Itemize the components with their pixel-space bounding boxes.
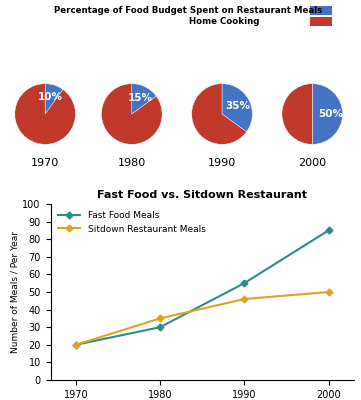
Sitdown Restaurant Meals: [242, 297, 247, 302]
Line: Fast Food Meals: Fast Food Meals: [73, 228, 331, 347]
Legend: Fast Food Meals, Sitdown Restaurant Meals: Fast Food Meals, Sitdown Restaurant Meal…: [55, 208, 208, 236]
Text: 15%: 15%: [127, 93, 153, 103]
Sitdown Restaurant Meals: [158, 316, 162, 321]
Wedge shape: [192, 84, 247, 144]
Text: 2000: 2000: [298, 158, 326, 168]
Text: 10%: 10%: [38, 92, 63, 102]
Line: Sitdown Restaurant Meals: Sitdown Restaurant Meals: [73, 290, 331, 347]
Wedge shape: [312, 84, 343, 144]
Text: 1970: 1970: [31, 158, 59, 168]
Wedge shape: [132, 84, 156, 114]
Fast Food Meals: [74, 342, 78, 347]
Text: 1980: 1980: [118, 158, 146, 168]
Text: Percentage of Food Budget Spent on Restaurant Meals: Percentage of Food Budget Spent on Resta…: [53, 6, 322, 15]
Text: 35%: 35%: [226, 101, 251, 111]
Wedge shape: [282, 84, 312, 144]
Fast Food Meals: [158, 325, 162, 330]
Sitdown Restaurant Meals: [326, 290, 331, 294]
Title: Fast Food vs. Sitdown Restaurant: Fast Food vs. Sitdown Restaurant: [97, 190, 307, 200]
Y-axis label: Number of Meals / Per Year: Number of Meals / Per Year: [11, 231, 19, 353]
Text: 1990: 1990: [208, 158, 236, 168]
Sitdown Restaurant Meals: [74, 342, 78, 347]
Wedge shape: [222, 84, 252, 132]
Wedge shape: [101, 84, 162, 144]
Wedge shape: [45, 84, 63, 114]
Fast Food Meals: [242, 281, 247, 286]
Wedge shape: [15, 84, 75, 144]
Text: Home Cooking: Home Cooking: [189, 17, 259, 26]
Fast Food Meals: [326, 228, 331, 233]
Text: 50%: 50%: [318, 109, 343, 119]
